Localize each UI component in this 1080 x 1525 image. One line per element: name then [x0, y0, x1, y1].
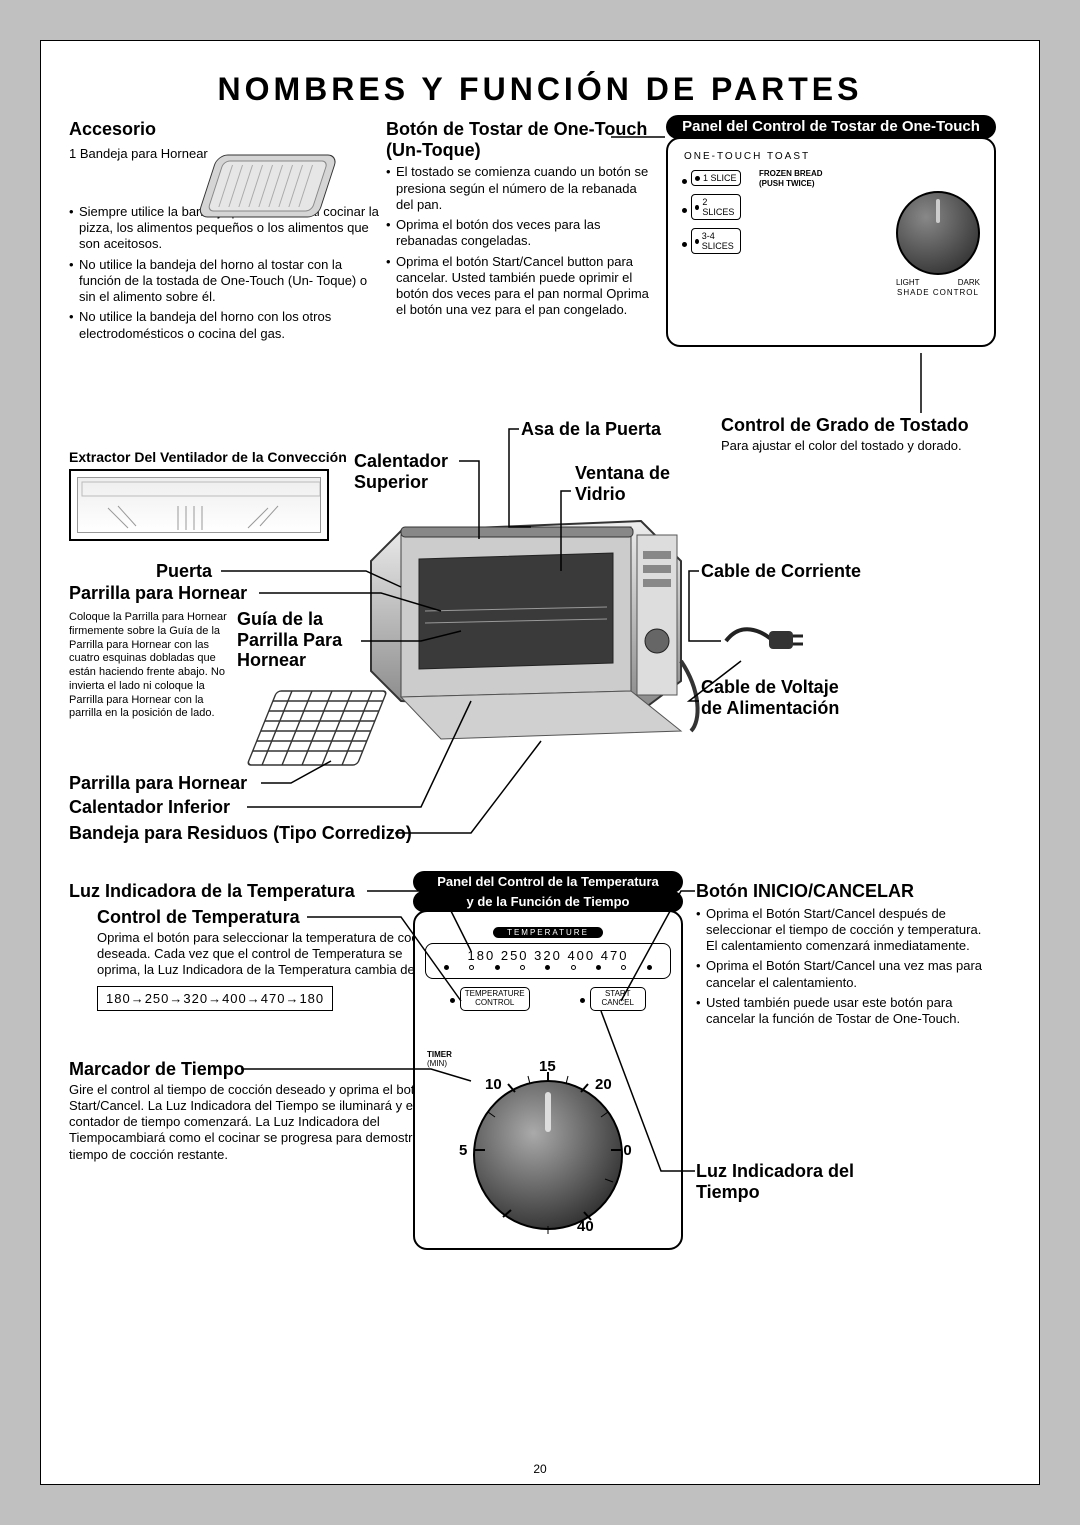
bottom-panel-box: TEMPERATURE 180 250 320 400 470 TEMPERAT…	[413, 910, 683, 1250]
timer-label: TIMER	[427, 1050, 452, 1059]
start-cancel-btn[interactable]: START CANCEL	[590, 987, 646, 1011]
vent-inner	[77, 477, 321, 533]
cable-corriente-label: Cable de Corriente	[701, 561, 861, 582]
vent-box	[69, 469, 329, 541]
bottom-pill-2: y de la Función de Tiempo	[413, 891, 683, 913]
temp-control-btn[interactable]: TEMPERATURE CONTROL	[460, 987, 530, 1011]
sc-bullet: Usted también puede usar este botón para…	[696, 995, 996, 1028]
accesorio-bullet: No utilice la bandeja del horno con los …	[69, 309, 379, 342]
slice-3-btn[interactable]: 3-4 SLICES	[691, 228, 741, 254]
start-cancel-section: Botón INICIO/CANCELAR Oprima el Botón St…	[696, 881, 996, 1031]
page-number: 20	[41, 1462, 1039, 1476]
onetouch-section: Botón de Tostar de One-Touch (Un-Toque) …	[386, 119, 651, 323]
onetouch-bullet: Oprima el botón Start/Cancel button para…	[386, 254, 651, 319]
shade-dial-area: LIGHT DARK SHADE CONTROL	[896, 191, 980, 297]
control-temp-section: Control de Temperatura Oprima el botón p…	[97, 907, 442, 1011]
temp-sequence: 180→250→320→400→470→180	[97, 986, 333, 1011]
shade-desc: Para ajustar el color del tostado y dora…	[721, 438, 991, 454]
shade-label: SHADE CONTROL	[896, 288, 980, 297]
slice-2-btn[interactable]: 2 SLICES	[691, 194, 741, 220]
slice-3-label: 3-4 SLICES	[702, 231, 737, 251]
timer-section: Marcador de Tiempo Gire el control al ti…	[69, 1059, 444, 1163]
plug-icon	[721, 611, 811, 671]
bottom-panel-container: Panel del Control de la Temperatura y de…	[413, 871, 683, 1250]
shade-dial[interactable]	[896, 191, 980, 275]
onetouch-bullet: Oprima el botón dos veces para las reban…	[386, 217, 651, 250]
luz-temp-title: Luz Indicadora de la Temperatura	[69, 881, 355, 902]
calentador-sup-label: Calentador Superior	[354, 451, 474, 492]
extractor-section: Extractor Del Ventilador de la Convecció…	[69, 449, 347, 541]
frozen-label: FROZEN BREAD	[759, 170, 823, 179]
temp-display: 180 250 320 400 470	[425, 943, 671, 979]
slice-buttons: 1 SLICE 2 SLICES 3-4 SLICES	[682, 170, 741, 260]
top-panel-header: ONE-TOUCH TOAST	[684, 151, 984, 162]
top-panel-box: ONE-TOUCH TOAST 1 SLICE 2 SLICES 3-4 SLI…	[666, 137, 996, 347]
top-panel-container: Panel del Control de Tostar de One-Touch…	[666, 115, 996, 347]
frozen-section: FROZEN BREAD (PUSH TWICE)	[759, 170, 823, 260]
bandeja-label: Bandeja para Residuos (Tipo Corredizo)	[69, 823, 412, 844]
frozen-sub: (PUSH TWICE)	[759, 179, 823, 188]
slice-2-label: 2 SLICES	[702, 197, 737, 217]
slice-1-btn[interactable]: 1 SLICE	[691, 170, 741, 186]
shade-title: Control de Grado de Tostado	[721, 415, 991, 436]
timer-sub: (MIN)	[427, 1059, 452, 1068]
control-temp-desc: Oprima el botón para seleccionar la temp…	[97, 930, 442, 979]
asa-label: Asa de la Puerta	[521, 419, 661, 440]
temp-bar-label: TEMPERATURE	[493, 927, 603, 938]
accesorio-title: Accesorio	[69, 119, 379, 140]
sc-bullet: Oprima el Botón Start/Cancel después de …	[696, 906, 996, 955]
light-label: LIGHT	[896, 278, 920, 287]
bottom-pill-1: Panel del Control de la Temperatura	[413, 871, 683, 893]
timer-dial-area: 15 10 20 5 30 40	[453, 1062, 643, 1252]
manual-page: NOMBRES Y FUNCIÓN DE PARTES Accesorio 1 …	[40, 40, 1040, 1485]
timer-desc: Gire el control al tiempo de cocción des…	[69, 1082, 444, 1163]
luz-tiempo-title: Luz Indicadora del Tiempo	[696, 1161, 896, 1202]
parrilla-label: Parrilla para Hornear	[69, 583, 247, 604]
calentador-inf-label: Calentador Inferior	[69, 797, 230, 818]
start-cancel-title: Botón INICIO/CANCELAR	[696, 881, 996, 902]
parrilla2-label: Parrilla para Hornear	[69, 773, 247, 794]
tray-illustration	[191, 145, 341, 231]
puerta-label: Puerta	[156, 561, 212, 582]
onetouch-bullet: El tostado se comienza cuando un botón s…	[386, 164, 651, 213]
timer-title: Marcador de Tiempo	[69, 1059, 444, 1080]
temp-values: 180 250 320 400 470	[434, 948, 662, 963]
top-panel-pill: Panel del Control de Tostar de One-Touch	[666, 115, 996, 139]
extractor-title: Extractor Del Ventilador de la Convecció…	[69, 449, 347, 465]
onetouch-title: Botón de Tostar de One-Touch (Un-Toque)	[386, 119, 651, 160]
accesorio-bullet: No utilice la bandeja del horno al tosta…	[69, 257, 379, 306]
slice-1-label: 1 SLICE	[703, 173, 737, 183]
page-title: NOMBRES Y FUNCIÓN DE PARTES	[69, 71, 1011, 108]
parrilla-note: Coloque la Parrilla para Hornear firmeme…	[69, 611, 233, 721]
control-temp-title: Control de Temperatura	[97, 907, 442, 928]
oven-illustration	[341, 491, 721, 751]
shade-control-section: Control de Grado de Tostado Para ajustar…	[721, 415, 991, 454]
rack-illustration	[241, 681, 391, 791]
dark-label: DARK	[958, 278, 980, 287]
cable-voltaje-label: Cable de Voltaje de Alimentación	[701, 677, 861, 718]
sc-bullet: Oprima el Botón Start/Cancel una vez mas…	[696, 958, 996, 991]
